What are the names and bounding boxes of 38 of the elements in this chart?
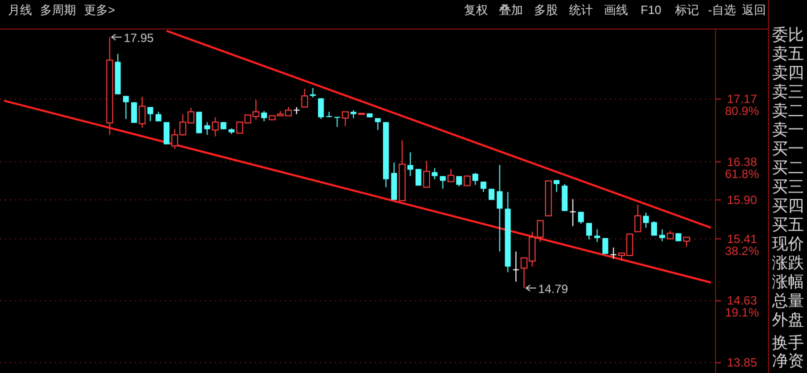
text: 卖五 [772,45,804,63]
text: 卖二 [772,102,804,120]
y-tick-label: 14.63 19.1% [724,294,760,320]
text: 多股 [534,3,558,17]
annotation: 17.95 [124,31,154,46]
text: 月线 [8,3,32,17]
text: 复权 [464,3,488,17]
text: 外盘 [772,312,804,329]
text: 现价 [772,236,804,253]
text: 卖四 [772,64,804,82]
text: 涨幅 [772,273,804,291]
text: 统计 [569,3,593,17]
text: 画线 [604,3,628,17]
text: 卖三 [772,83,804,101]
text: 买三 [772,179,804,196]
text: 净资 [772,352,804,370]
text: -自选 [708,3,736,17]
text: F10 [640,3,662,17]
y-tick-label: 13.85 [726,356,758,370]
text: 换手 [772,334,804,352]
text: 返回 [742,3,766,17]
text: 标记 [674,3,699,17]
text: 总量 [771,292,804,310]
y-tick-label: 17.17 80.9% [724,92,760,118]
text: 买五 [772,217,804,234]
text: 多周期 [40,3,76,17]
text: 卖一 [772,121,804,139]
text: 涨跌 [772,254,804,272]
text: 买二 [772,160,804,177]
text: 买一 [772,141,804,158]
annotation: 14.79 [538,282,568,296]
y-tick-label: 16.38 61.8% [724,154,760,181]
y-tick-label: 15.41 38.2% [724,232,760,258]
text: 买四 [772,198,804,215]
text: 更多> [84,3,116,17]
y-tick-label: 15.90 [726,192,758,207]
text: 叠加 [499,3,523,17]
text: 委比 [772,26,804,44]
